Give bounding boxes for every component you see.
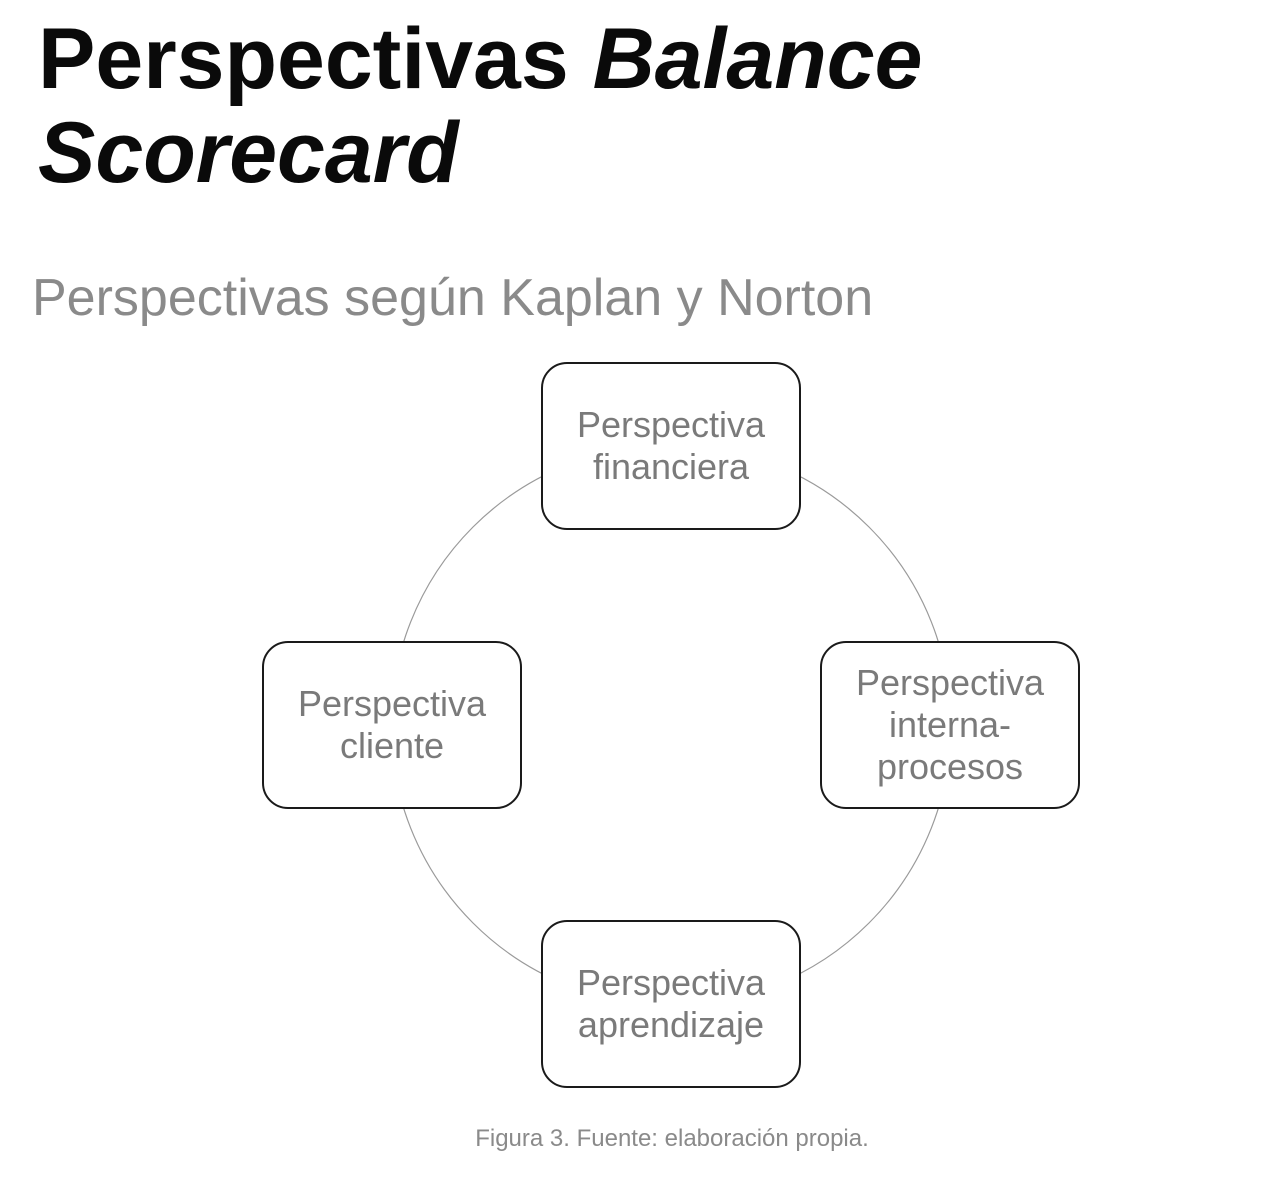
node-perspectiva-aprendizaje: Perspectiva aprendizaje [541, 920, 801, 1088]
node-label-line: interna- [888, 704, 1012, 745]
node-label-line: procesos [876, 746, 1024, 787]
subtitle: Perspectivas según Kaplan y Norton [32, 269, 874, 327]
node-label-line: Perspectiva [297, 683, 487, 724]
node-label-line: Perspectiva [855, 662, 1045, 703]
node-perspectiva-interna-procesos: Perspectiva interna- procesos [820, 641, 1080, 809]
node-label-line: cliente [339, 725, 445, 766]
node-label-line: financiera [592, 446, 750, 487]
title-italic-scorecard: Scorecard [38, 105, 459, 201]
node-label-line: Perspectiva [576, 404, 766, 445]
title-regular: Perspectivas [38, 11, 593, 107]
node-label-line: aprendizaje [577, 1004, 765, 1045]
node-perspectiva-financiera: Perspectiva financiera [541, 362, 801, 530]
node-label-line: Perspectiva [576, 962, 766, 1003]
title-italic-balance: Balance [592, 11, 923, 107]
page-title: Perspectivas Balance Scorecard [38, 12, 922, 200]
figure-caption: Figura 3. Fuente: elaboración propia. [475, 1125, 869, 1152]
node-perspectiva-cliente: Perspectiva cliente [262, 641, 522, 809]
